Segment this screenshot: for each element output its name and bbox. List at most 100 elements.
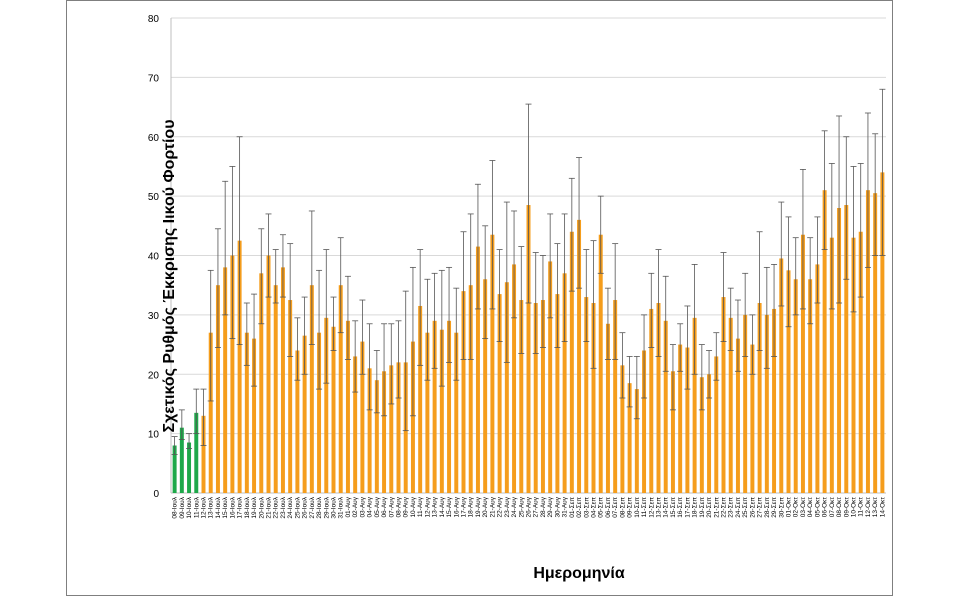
x-tick-label: 13-Ιουλ [208,496,215,518]
bar [577,219,582,493]
bar [208,332,213,493]
x-tick-label: 17-Σεπ [684,496,691,517]
x-tick-label: 23-Αυγ [504,496,511,517]
bar [837,208,842,493]
x-tick-label: 09-Σεπ [627,496,634,517]
x-tick-label: 24-Ιουλ [287,496,294,518]
x-tick-label: 28-Αυγ [540,496,547,517]
x-tick-label: 16-Αυγ [453,496,460,517]
x-tick-label: 17-Αυγ [461,496,468,517]
bar [367,368,372,493]
x-tick-label: 08-Ιουλ [172,496,179,518]
bar [598,234,603,493]
x-tick-label: 04-Σεπ [591,496,598,517]
x-tick-label: 19-Αυγ [475,496,482,517]
x-tick-label: 22-Ιουλ [273,496,280,518]
bar [851,237,856,493]
x-tick-label: 27-Αυγ [533,496,540,517]
bar [822,190,827,493]
x-tick-label: 26-Σεπ [749,496,756,517]
x-tick-label: 10-Σεπ [634,496,641,517]
y-tick-label: 20 [148,370,160,381]
bar [642,350,647,493]
bar [454,332,459,493]
bar [743,314,748,493]
bar [483,279,488,493]
x-tick-label: 27-Ιουλ [309,496,316,518]
x-tick-label: 06-Οκτ [822,497,829,518]
y-tick-label: 30 [148,311,160,322]
bar [735,338,740,493]
x-tick-label: 30-Ιουλ [331,496,338,518]
x-tick-label: 12-Ιουλ [201,496,208,518]
x-tick-label: 29-Ιουλ [323,496,330,518]
y-tick-label: 70 [148,73,160,84]
bar [678,344,683,493]
x-tick-label: 04-Αυγ [367,496,374,517]
x-tick-label: 02-Οκτ [793,497,800,518]
x-tick-label: 12-Σεπ [648,496,655,517]
x-tick-label: 05-Σεπ [598,496,605,517]
y-tick-label: 10 [148,430,160,441]
x-tick-label: 26-Ιουλ [302,496,309,518]
x-tick-label: 03-Οκτ [800,497,807,518]
bar [663,320,668,493]
y-tick-label: 40 [148,252,160,263]
x-tick-label: 08-Αυγ [396,496,403,517]
bar [584,297,589,493]
bar [808,279,813,493]
bar [273,285,278,493]
x-tick-label: 19-Ιουλ [251,496,258,518]
x-tick-label: 31-Ιουλ [338,496,345,518]
x-tick-label: 15-Σεπ [670,496,677,517]
bar [230,255,235,493]
x-tick-label: 22-Σεπ [721,496,728,517]
bar [244,332,249,493]
x-tick-label: 27-Σεπ [757,496,764,517]
x-tick-label: 12-Αυγ [424,496,431,517]
x-tick-label: 14-Αυγ [439,496,446,517]
bar [757,303,762,493]
bar [187,442,192,493]
x-tick-label: 24-Αυγ [511,496,518,517]
x-tick-label: 25-Σεπ [742,496,749,517]
bar [670,371,675,493]
x-tick-label: 14-Ιουλ [215,496,222,518]
bar [497,294,502,493]
x-tick-label: 16-Σεπ [677,496,684,517]
bar [620,365,625,493]
x-tick-label: 02-Σεπ [576,496,583,517]
bar [873,193,878,493]
x-tick-label: 11-Αυγ [417,496,424,517]
x-tick-label: 06-Αυγ [381,496,388,517]
x-tick-label: 14-Σεπ [663,496,670,517]
x-tick-label: 19-Σεπ [699,496,706,517]
bar [786,270,791,493]
bar [533,303,538,493]
bar [721,297,726,493]
bar [707,374,712,493]
x-tick-label: 17-Ιουλ [237,496,244,518]
x-tick-label: 11-Σεπ [641,496,648,517]
x-tick-label: 25-Αυγ [518,496,525,517]
x-tick-label: 23-Σεπ [728,496,735,517]
x-tick-label: 06-Σεπ [605,496,612,517]
bar [772,308,777,493]
x-tick-label: 21-Αυγ [489,496,496,517]
bar [692,317,697,493]
bar [605,323,610,493]
x-tick-label: 28-Ιουλ [316,496,323,518]
bar [324,317,329,493]
bar [223,267,228,493]
bar [714,356,719,493]
y-tick-label: 60 [148,133,160,144]
bar [504,282,509,493]
x-tick-label: 15-Ιουλ [222,496,229,518]
bar [410,341,415,493]
x-tick-label: 09-Ιουλ [179,496,186,518]
y-tick-label: 80 [148,14,160,25]
bar [475,246,480,493]
bar [880,172,885,493]
bar [815,264,820,493]
x-tick-label: 07-Αυγ [388,496,395,517]
